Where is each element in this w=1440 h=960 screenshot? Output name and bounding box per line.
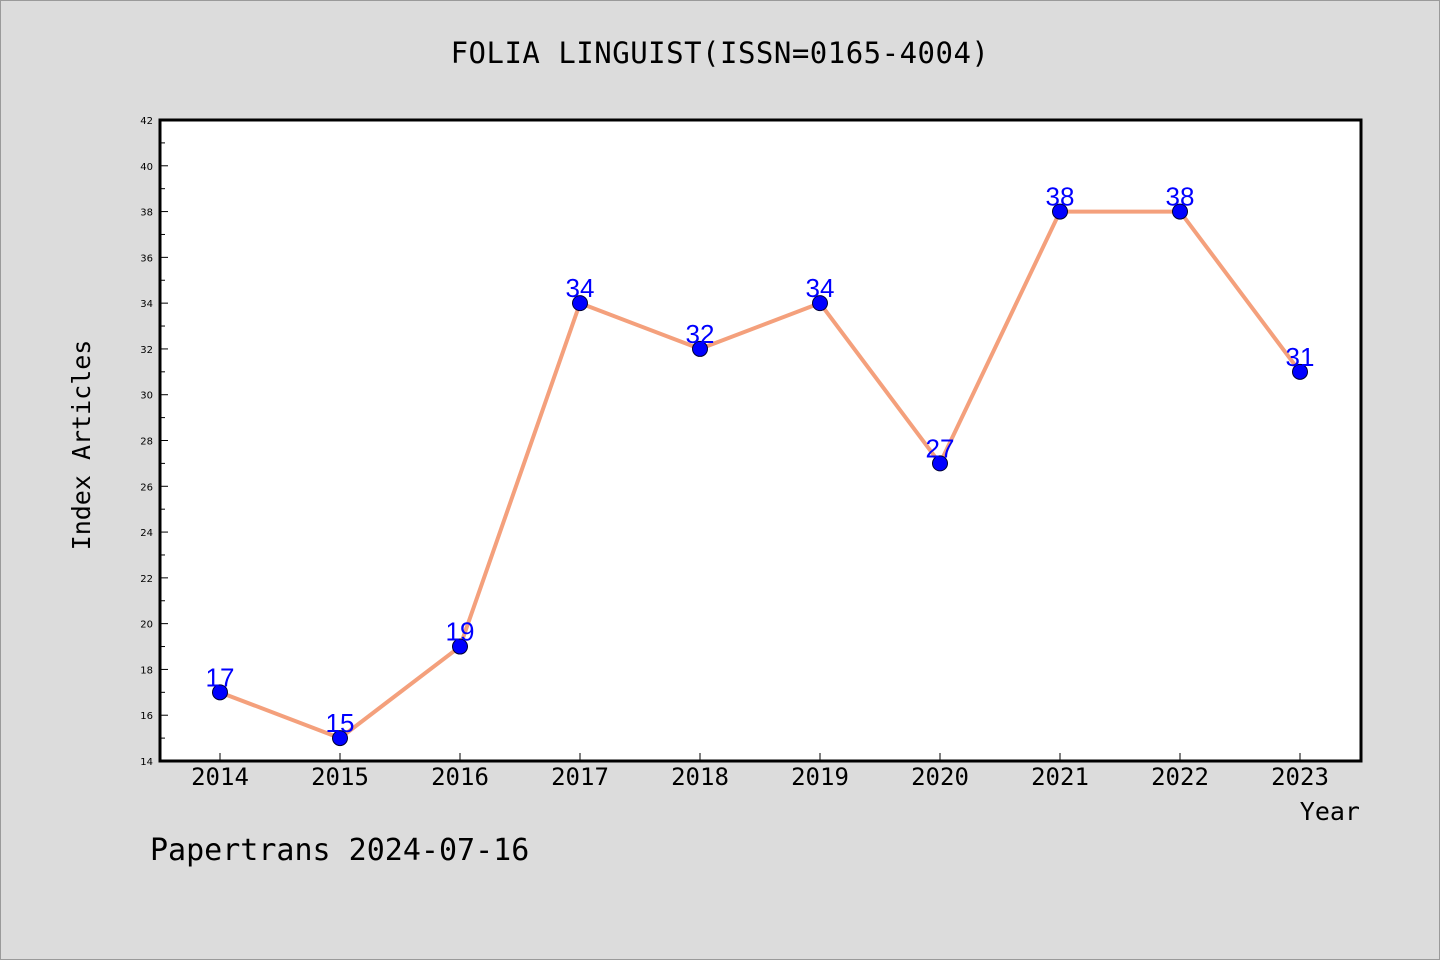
data-point-marker xyxy=(212,684,228,701)
y-tick-label: 24 xyxy=(140,528,153,539)
chart-title: FOLIA LINGUIST(ISSN=0165-4004) xyxy=(450,36,990,70)
data-point-marker xyxy=(1292,363,1308,380)
x-axis: 2014 2015 2016 2017 2018 2019 2020 2021 2022 2023 xyxy=(191,753,1329,791)
y-tick-label: 32 xyxy=(140,345,153,356)
data-label: 27 xyxy=(926,433,955,463)
data-point-marker xyxy=(332,730,348,747)
y-tick-label: 36 xyxy=(140,253,153,264)
series-line xyxy=(219,209,1302,741)
data-label: 31 xyxy=(1286,342,1315,372)
x-tick-label: 2021 xyxy=(1031,763,1089,791)
y-tick-label: 30 xyxy=(140,391,153,402)
x-tick-label: 2016 xyxy=(431,763,489,791)
x-tick-label: 2014 xyxy=(191,763,249,791)
y-axis-label: Index Articles xyxy=(67,340,96,551)
data-label: 15 xyxy=(326,708,355,738)
data-point-marker xyxy=(572,295,588,312)
data-label: 34 xyxy=(566,273,595,303)
x-tick-label: 2022 xyxy=(1151,763,1209,791)
y-tick-label: 34 xyxy=(140,299,153,310)
x-axis-label: Year xyxy=(1300,797,1360,826)
y-tick-label: 18 xyxy=(140,665,153,676)
data-point-marker xyxy=(812,295,828,312)
y-tick-label: 38 xyxy=(140,208,153,219)
y-tick-label: 40 xyxy=(140,162,153,173)
data-label: 38 xyxy=(1046,182,1075,212)
y-axis: 14 16 18 20 22 24 26 28 30 32 34 36 38 40 42 xyxy=(140,116,168,768)
y-tick-label: 28 xyxy=(140,437,153,448)
plot-area xyxy=(158,118,1363,763)
data-point-marker xyxy=(1052,203,1068,220)
data-point-marker xyxy=(1172,203,1188,220)
data-point-marker xyxy=(932,455,948,472)
data-point-marker xyxy=(452,638,468,655)
y-tick-label: 26 xyxy=(140,482,153,493)
x-tick-label: 2023 xyxy=(1271,763,1329,791)
data-label: 19 xyxy=(446,617,475,647)
data-label: 17 xyxy=(206,662,235,692)
x-tick-label: 2017 xyxy=(551,763,609,791)
x-tick-label: 2018 xyxy=(671,763,729,791)
data-label: 34 xyxy=(806,273,835,303)
y-tick-label: 16 xyxy=(140,711,153,722)
y-tick-label: 22 xyxy=(140,574,153,585)
footer-text: Papertrans 2024-07-16 xyxy=(150,833,530,868)
y-tick-label: 14 xyxy=(140,757,153,768)
data-label: 38 xyxy=(1166,182,1195,212)
data-point-marker xyxy=(692,340,708,357)
y-tick-label: 20 xyxy=(140,620,153,631)
x-tick-label: 2019 xyxy=(791,763,849,791)
x-tick-label: 2020 xyxy=(911,763,969,791)
x-tick-label: 2015 xyxy=(311,763,369,791)
y-tick-label: 42 xyxy=(140,116,153,127)
data-label: 32 xyxy=(686,319,715,349)
series-group: 17 15 19 34 32 34 27 38 38 31 xyxy=(206,182,1315,747)
